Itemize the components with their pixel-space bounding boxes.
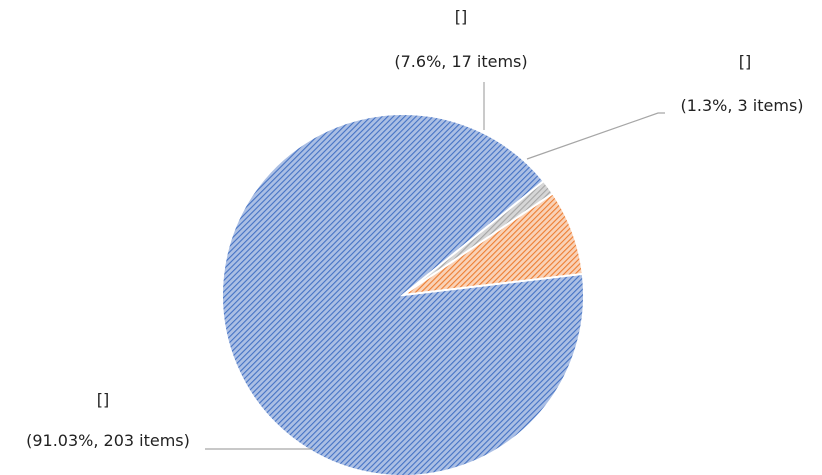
leader-lines [205,82,665,450]
slice-label-1: (7.6%, 17 items) [394,52,527,71]
data-labels: [] (91.03%, 203 items) [] (7.6%, 17 item… [26,7,803,450]
slice-name-2: [] [739,52,751,71]
leader-line-2 [526,112,665,160]
slice-label-0: (91.03%, 203 items) [26,431,190,450]
pie-slices [221,113,585,475]
pie-slice-2[interactable] [402,179,555,296]
slice-label-2: (1.3%, 3 items) [680,96,803,115]
slice-name-0: [] [97,390,109,409]
slice-name-1: [] [455,7,467,26]
